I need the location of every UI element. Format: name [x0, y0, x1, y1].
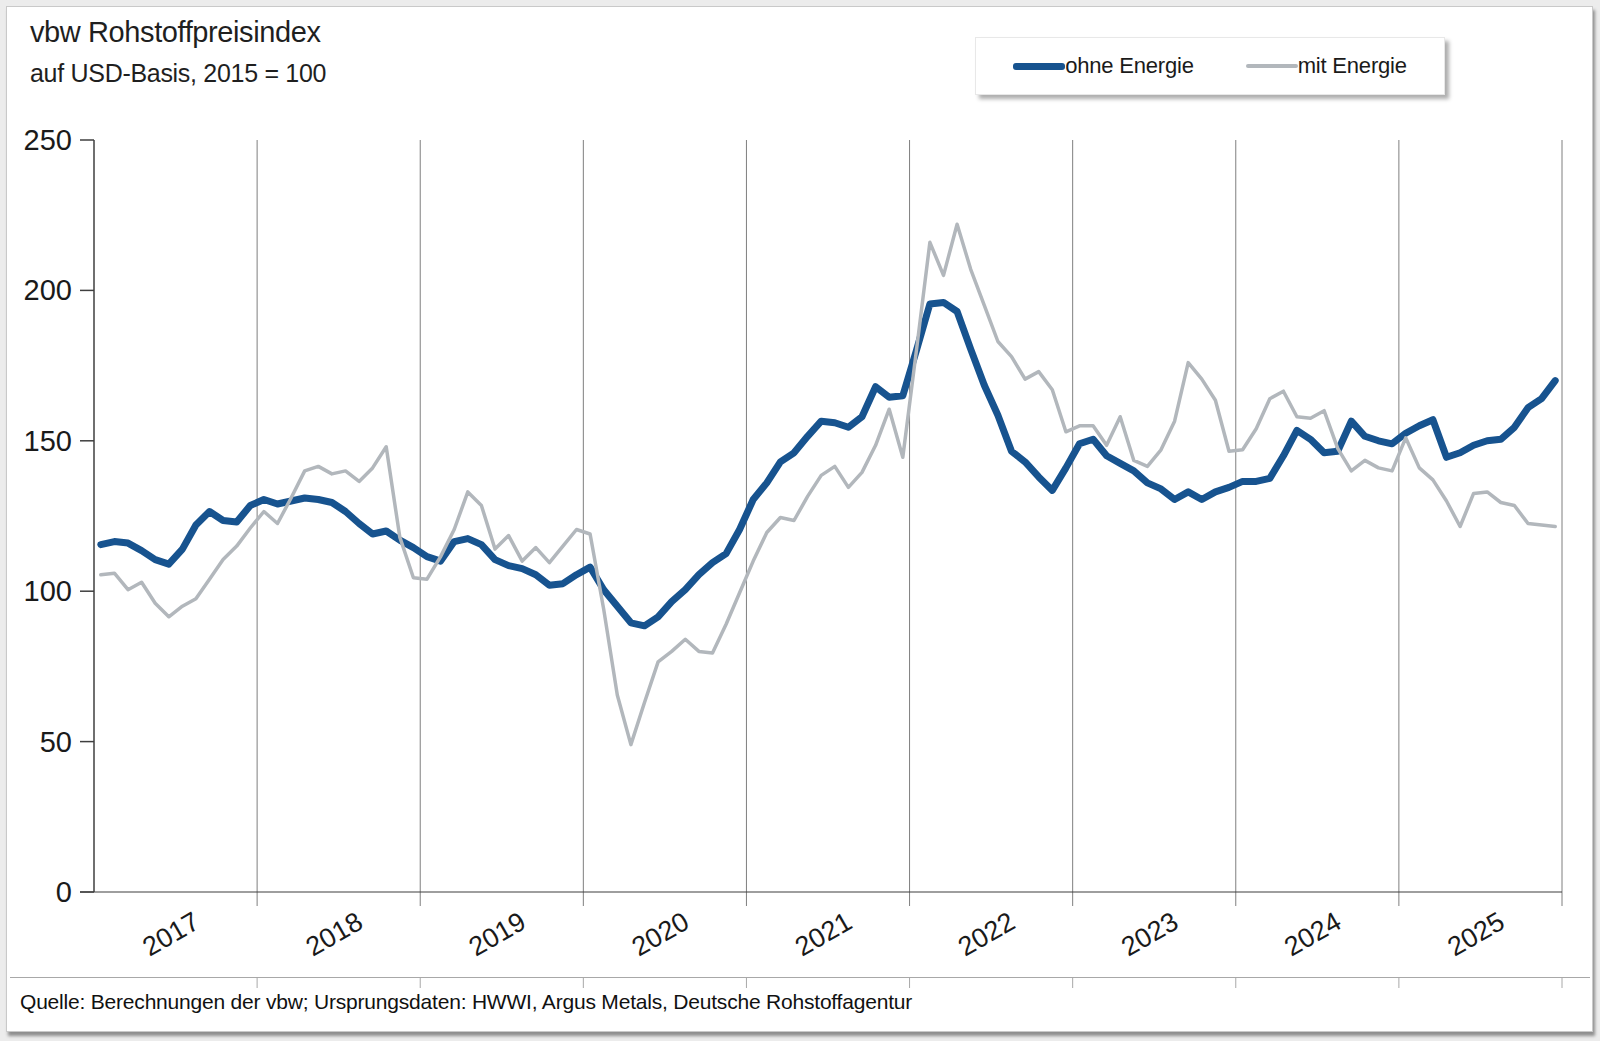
- legend-label-ohne-energie: ohne Energie: [1065, 53, 1193, 79]
- legend-item-mit-energie: mit Energie: [1246, 53, 1407, 79]
- legend-label-mit-energie: mit Energie: [1298, 53, 1407, 79]
- chart-subtitle: auf USD-Basis, 2015 = 100: [30, 59, 326, 88]
- source-note: Quelle: Berechnungen der vbw; Ursprungsd…: [20, 990, 912, 1014]
- title-block: vbw Rohstoffpreisindex auf USD-Basis, 20…: [30, 16, 326, 88]
- chart-title: vbw Rohstoffpreisindex: [30, 16, 326, 49]
- legend-item-ohne-energie: ohne Energie: [1013, 53, 1193, 79]
- chart-window: [6, 6, 1593, 1032]
- legend: ohne Energie mit Energie: [975, 37, 1445, 95]
- legend-line-swatch-ohne-energie: [1013, 63, 1065, 70]
- legend-line-swatch-mit-energie: [1246, 64, 1298, 68]
